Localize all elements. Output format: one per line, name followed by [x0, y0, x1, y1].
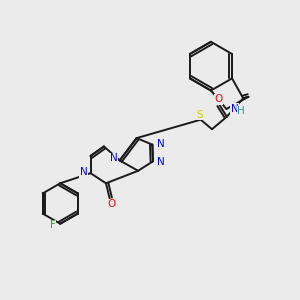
Text: S: S [196, 110, 203, 120]
Text: O: O [215, 94, 223, 104]
Text: N: N [157, 139, 164, 149]
Text: O: O [107, 199, 115, 209]
Text: H: H [237, 106, 245, 116]
Text: N: N [80, 167, 88, 177]
Text: F: F [50, 220, 56, 230]
Text: N: N [157, 157, 165, 167]
Text: N: N [230, 104, 238, 114]
Text: N: N [110, 153, 117, 163]
